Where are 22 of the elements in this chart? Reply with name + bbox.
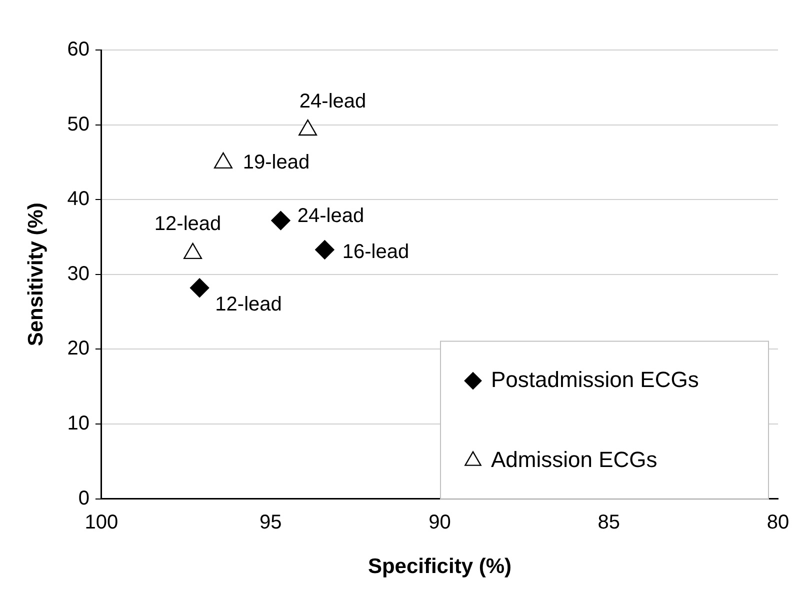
x-tick-label: 80: [766, 511, 790, 534]
y-tick-label: 20: [67, 338, 90, 360]
annotation: 24-lead: [299, 90, 366, 113]
x-axis-title: Specificity (%): [368, 555, 512, 578]
y-axis-title: Sensitivity (%): [24, 202, 48, 346]
x-tick-label: 85: [598, 511, 620, 534]
annotation: 24-lead: [297, 205, 364, 228]
y-tick-label: 0: [78, 487, 90, 510]
y-tick-label: 40: [67, 188, 90, 210]
annotation: 12-lead: [154, 212, 222, 235]
x-tick-label: 90: [428, 511, 451, 534]
y-tick-label: 30: [67, 262, 90, 285]
legend-label: Admission ECGs: [491, 446, 658, 472]
annotation: 19-lead: [242, 151, 310, 174]
x-tick-label: 100: [84, 511, 118, 534]
y-tick-label: 10: [67, 412, 90, 435]
y-tick-label: 60: [67, 38, 90, 61]
x-tick-label: 95: [259, 511, 282, 534]
y-tick-label: 50: [67, 113, 90, 136]
annotation: 16-lead: [342, 241, 410, 264]
annotation: 12-lead: [215, 293, 282, 316]
legend-label: Postadmission ECGs: [491, 366, 699, 392]
